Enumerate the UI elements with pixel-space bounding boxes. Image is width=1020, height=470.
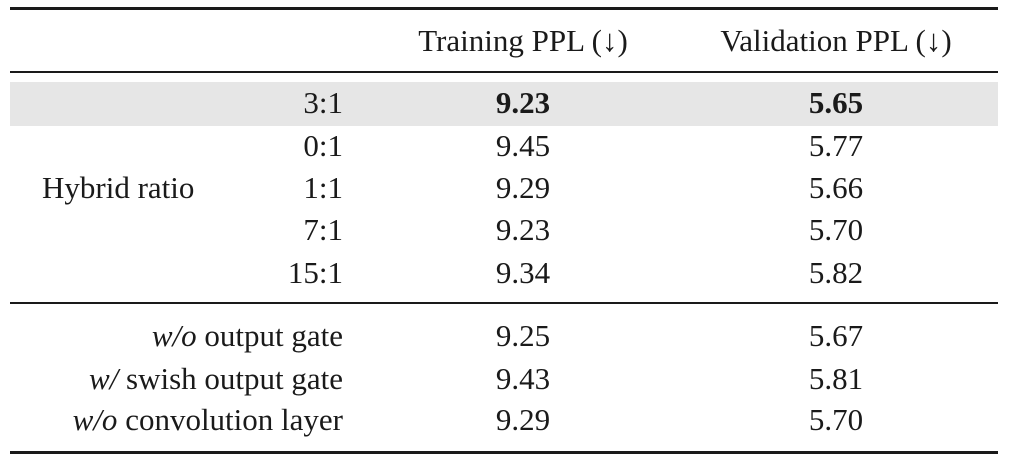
header-validation-ppl: Validation PPL (↓) (720, 23, 952, 58)
validation-ppl-cell: 5.67 (808, 318, 864, 353)
group-label-hybrid-ratio: Hybrid ratio (42, 170, 195, 205)
validation-ppl-cell: 5.70 (808, 212, 864, 247)
top-rule (10, 7, 998, 10)
ablation-prefix: w/o (72, 402, 118, 437)
training-ppl-cell: 9.23 (495, 212, 551, 247)
ratio-cell: 15:1 (287, 255, 343, 290)
training-ppl-cell: 9.34 (495, 255, 551, 290)
ablation-label-cell: w/o output gate (152, 318, 343, 354)
ablation-label-cell: w/ swish output gate (89, 361, 343, 397)
ablation-label-cell: w/o convolution layer (73, 402, 343, 438)
validation-ppl-cell: 5.82 (808, 255, 864, 290)
bottom-rule (10, 451, 998, 454)
training-ppl-cell: 9.45 (495, 128, 551, 163)
section-rule (10, 302, 998, 304)
training-ppl-cell: 9.29 (495, 402, 551, 437)
validation-ppl-cell: 5.66 (808, 170, 864, 205)
header-rule (10, 71, 998, 73)
training-ppl-cell: 9.29 (495, 170, 551, 205)
training-ppl-cell: 9.25 (495, 318, 551, 353)
ratio-cell: 1:1 (303, 170, 343, 205)
ratio-cell: 3:1 (303, 85, 343, 120)
header-training-ppl: Training PPL (↓) (418, 23, 628, 58)
ablation-label: swish output gate (118, 361, 343, 396)
ablation-prefix: w/ (88, 361, 119, 396)
highlighted-row-background (10, 82, 998, 126)
training-ppl-cell: 9.43 (495, 361, 551, 396)
ablation-label: output gate (196, 318, 343, 353)
training-ppl-cell: 9.23 (495, 85, 551, 120)
ablation-prefix: w/o (151, 318, 197, 353)
validation-ppl-cell: 5.77 (808, 128, 864, 163)
validation-ppl-cell: 5.65 (808, 85, 864, 120)
validation-ppl-cell: 5.81 (808, 361, 864, 396)
ratio-cell: 0:1 (303, 128, 343, 163)
ablation-label: convolution layer (117, 402, 343, 437)
ratio-cell: 7:1 (303, 212, 343, 247)
validation-ppl-cell: 5.70 (808, 402, 864, 437)
